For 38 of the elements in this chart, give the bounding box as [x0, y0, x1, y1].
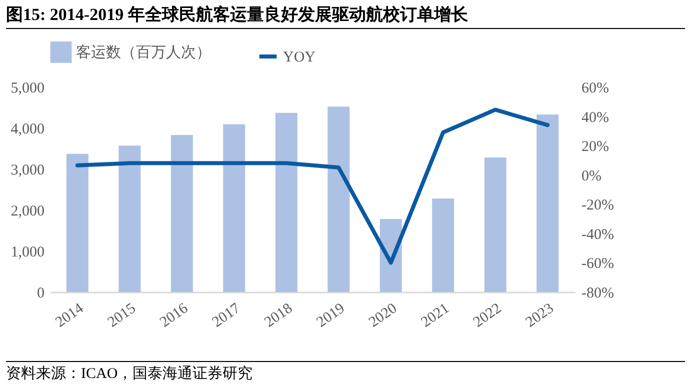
legend-label: YOY	[283, 50, 316, 66]
text: 资料来源：ICAO，国泰海通证券研究	[6, 361, 685, 383]
x-tick-label: 2017	[210, 300, 244, 331]
bar	[223, 124, 246, 292]
y2-tick-label: -60%	[582, 256, 614, 272]
x-tick-label: 2020	[366, 300, 400, 331]
bar	[118, 146, 141, 292]
y2-tick-label: -80%	[582, 286, 614, 302]
y2-tick-label: -20%	[582, 198, 614, 214]
chart-title: 图15: 2014-2019 年全球民航客运量良好发展驱动航校订单增长	[6, 3, 685, 29]
x-tick-label: 2019	[314, 300, 348, 331]
bar	[536, 114, 559, 292]
y2-tick-label: 60%	[582, 80, 609, 96]
bar	[432, 198, 454, 292]
y-tick-label: 5,000	[10, 80, 44, 96]
y-tick-label: 4,000	[10, 122, 44, 138]
x-tick-label: 2018	[262, 300, 296, 331]
bar	[170, 134, 193, 292]
y2-tick-label: -40%	[582, 226, 614, 243]
y-tick-label: 2,000	[10, 204, 44, 220]
legend-label: 客运数（百万人次）	[76, 44, 211, 62]
bar	[328, 106, 350, 292]
y2-tick-label: 0%	[582, 168, 602, 184]
x-tick-label: 2023	[523, 300, 557, 331]
y-tick-label: 0	[37, 286, 44, 302]
line-series	[75, 108, 550, 265]
x-tick-label: 2016	[157, 300, 192, 331]
y2-tick-label: 20%	[582, 139, 609, 156]
x-tick-label: 2022	[470, 300, 505, 331]
x-tick-label: 2014	[52, 300, 88, 331]
x-tick-label: 2021	[418, 300, 452, 331]
bar	[484, 158, 506, 292]
x-tick-label: 2015	[105, 300, 139, 331]
y2-tick-label: 40%	[582, 110, 609, 126]
bar	[66, 154, 88, 292]
y-tick-label: 3,000	[10, 162, 44, 178]
y-tick-label: 1,000	[10, 244, 44, 260]
bar	[275, 112, 298, 292]
